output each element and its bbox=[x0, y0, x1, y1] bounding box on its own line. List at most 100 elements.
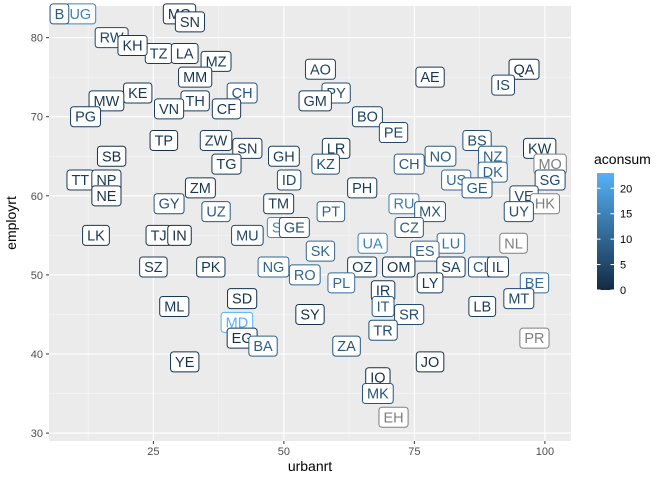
point-label-box bbox=[491, 74, 515, 96]
point-labels: UGBRWMGSNTZLAKHMZMMAOQAAEISKEMWPYCHTHGMC… bbox=[49, 3, 567, 428]
point-label-box bbox=[226, 82, 258, 104]
point-label-text: ML bbox=[164, 300, 184, 316]
point-label-box bbox=[410, 240, 440, 262]
point-label-box bbox=[211, 153, 242, 175]
point-label-text: TP bbox=[155, 133, 174, 149]
point-label-cz: CZ bbox=[394, 216, 424, 238]
point-label-box bbox=[357, 232, 388, 254]
point-label-uy: UY bbox=[503, 201, 534, 223]
y-tick-label: 30 bbox=[31, 428, 43, 440]
point-label-text: RO bbox=[294, 268, 316, 284]
point-label-text: NO bbox=[430, 149, 452, 165]
point-label-text: EG bbox=[232, 331, 253, 347]
x-tick-label: 75 bbox=[408, 446, 420, 458]
point-label-ke: KE bbox=[123, 82, 153, 104]
point-label-kz: KZ bbox=[311, 153, 340, 175]
point-label-gm: GM bbox=[298, 90, 332, 112]
legend-title: aconsum bbox=[594, 151, 651, 167]
point-label-box bbox=[149, 129, 179, 151]
point-label-text: ID bbox=[282, 173, 297, 189]
point-label-jo: JO bbox=[415, 351, 445, 373]
point-label-text: MO bbox=[538, 157, 561, 173]
point-label-text: SB bbox=[102, 149, 121, 165]
point-label-box bbox=[378, 406, 409, 428]
point-label-text: NE bbox=[96, 189, 116, 205]
point-label-np: NP bbox=[91, 169, 122, 191]
point-label-text: NZ bbox=[483, 149, 502, 165]
legend-ticks: 0 5 10 15 20 bbox=[597, 183, 632, 297]
point-label-box bbox=[477, 161, 508, 183]
point-label-cf: CF bbox=[211, 98, 242, 120]
point-label-ly: LY bbox=[416, 272, 444, 294]
point-label-text: QA bbox=[514, 62, 535, 78]
point-label-ba: BA bbox=[248, 335, 278, 357]
point-label-tm: TM bbox=[263, 193, 295, 215]
point-label-box bbox=[393, 153, 425, 175]
point-label-text: IR bbox=[376, 284, 391, 300]
y-tick-label: 40 bbox=[31, 349, 43, 361]
point-label-text: GY bbox=[159, 197, 180, 213]
point-label-text: PL bbox=[332, 276, 350, 292]
point-label-text: OZ bbox=[352, 260, 372, 276]
point-label-ro: RO bbox=[288, 264, 321, 286]
y-tick-label: 60 bbox=[31, 191, 43, 203]
point-label-text: CF bbox=[217, 102, 236, 118]
point-label-text: UA bbox=[363, 236, 383, 252]
legend-colorbar bbox=[597, 173, 614, 290]
point-label-zm: ZM bbox=[184, 177, 216, 199]
point-label-box bbox=[278, 216, 310, 238]
point-label-box bbox=[462, 129, 492, 151]
point-label-sk: SK bbox=[305, 240, 336, 262]
point-label-text: KE bbox=[128, 86, 148, 102]
point-label-lb: LB bbox=[468, 296, 497, 318]
legend-tick-label: 20 bbox=[620, 183, 632, 195]
point-label-box bbox=[91, 185, 122, 207]
point-label-text: EH bbox=[383, 410, 403, 426]
point-label-text: MM bbox=[183, 70, 207, 86]
point-label-text: SA bbox=[441, 260, 461, 276]
point-label-text: NL bbox=[504, 236, 523, 252]
point-label-text: PT bbox=[322, 205, 341, 221]
point-label-box bbox=[268, 145, 300, 167]
point-label-za: ZA bbox=[332, 335, 361, 357]
point-label-box bbox=[316, 201, 346, 223]
point-label-box bbox=[167, 224, 192, 246]
point-label-box bbox=[332, 335, 361, 357]
point-label-box bbox=[394, 303, 425, 325]
point-label-text: IN bbox=[172, 228, 187, 244]
y-tick-label: 80 bbox=[31, 33, 43, 45]
point-label-box bbox=[139, 256, 168, 278]
point-label-sn: SN bbox=[174, 11, 206, 33]
y-tick-label: 70 bbox=[31, 112, 43, 124]
point-label-text: SY bbox=[300, 307, 320, 323]
point-label-box bbox=[288, 264, 321, 286]
point-label-text: US bbox=[446, 173, 466, 189]
point-label-text: CZ bbox=[400, 220, 419, 236]
point-label-kw: KW bbox=[523, 137, 557, 159]
point-label-box bbox=[327, 272, 356, 294]
point-label-text: TG bbox=[216, 157, 236, 173]
legend-tick-label: 10 bbox=[620, 234, 632, 246]
point-label-text: PK bbox=[201, 260, 221, 276]
point-label-text: SZ bbox=[144, 260, 163, 276]
point-label-nl: NL bbox=[499, 232, 528, 254]
point-label-la: LA bbox=[170, 42, 199, 64]
point-label-text: BE bbox=[525, 276, 545, 292]
point-label-box bbox=[200, 50, 232, 72]
point-label-text: PR bbox=[524, 331, 544, 347]
point-label-ae: AE bbox=[415, 66, 445, 88]
point-label-box bbox=[211, 98, 242, 120]
point-label-text: GE bbox=[467, 181, 488, 197]
point-label-dk: DK bbox=[477, 161, 508, 183]
point-label-box bbox=[298, 90, 332, 112]
point-label-mo: MO bbox=[533, 153, 567, 175]
point-label-is: IS bbox=[491, 74, 515, 96]
point-label-text: UG bbox=[69, 7, 91, 23]
legend-tick-label: 0 bbox=[620, 285, 626, 297]
point-label-mw: MW bbox=[88, 90, 125, 112]
point-label-box bbox=[415, 66, 445, 88]
point-label-text: LK bbox=[87, 228, 105, 244]
point-label-box bbox=[499, 232, 528, 254]
point-label-text: MD bbox=[226, 315, 249, 331]
point-label-box bbox=[361, 383, 394, 405]
